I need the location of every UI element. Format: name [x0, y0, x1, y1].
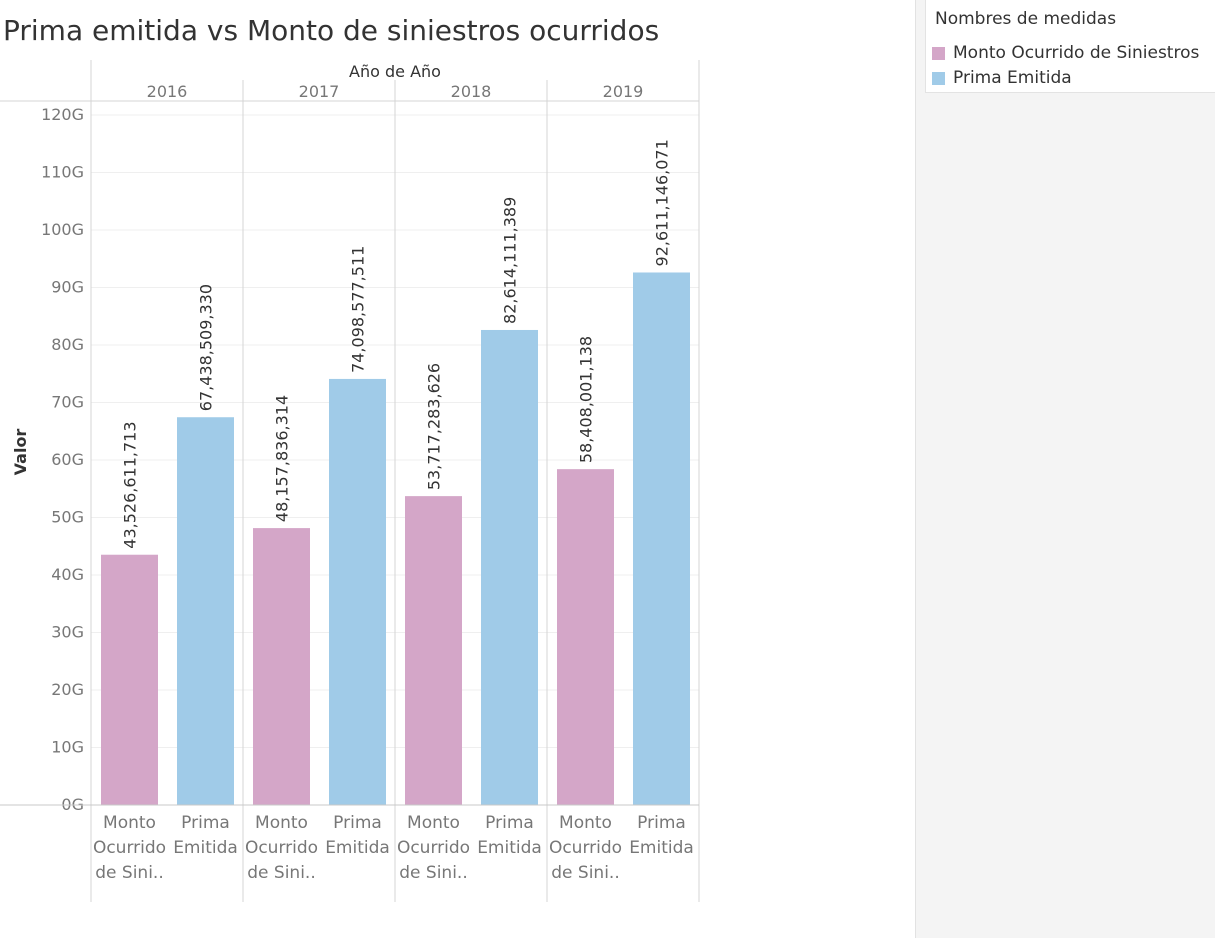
data-label: 58,408,001,138	[577, 336, 596, 463]
x-tick-label: Prima	[181, 813, 230, 833]
x-tick-label: Monto	[559, 813, 612, 833]
data-label: 74,098,577,511	[349, 246, 368, 373]
y-tick-label: 40G	[51, 565, 84, 584]
y-tick-label: 10G	[51, 738, 84, 757]
y-tick-label: 120G	[41, 105, 84, 124]
y-tick-label: 90G	[51, 278, 84, 297]
legend-item-prima-emitida[interactable]: Prima Emitida	[932, 67, 1072, 89]
x-tick-label: de Sini..	[247, 863, 315, 883]
data-label: 92,611,146,071	[653, 139, 672, 266]
data-label: 48,157,836,314	[273, 395, 292, 522]
x-tick-label: Emitida	[325, 838, 390, 858]
x-tick-label: de Sini..	[551, 863, 619, 883]
bar	[481, 329, 538, 805]
y-tick-label: 20G	[51, 680, 84, 699]
y-tick-label: 50G	[51, 508, 84, 527]
x-tick-label: Ocurrido	[245, 838, 318, 858]
y-axis-title: Valor	[11, 429, 30, 476]
year-header-label: 2017	[299, 82, 340, 101]
year-header-label: 2018	[451, 82, 492, 101]
bar	[253, 528, 310, 805]
x-tick-label: Ocurrido	[549, 838, 622, 858]
data-label: 67,438,509,330	[197, 284, 216, 411]
x-tick-label: Monto	[103, 813, 156, 833]
x-tick-label: Monto	[407, 813, 460, 833]
x-tick-label: Ocurrido	[397, 838, 470, 858]
x-tick-label: Ocurrido	[93, 838, 166, 858]
legend-label: Prima Emitida	[953, 68, 1072, 88]
y-tick-label: 80G	[51, 335, 84, 354]
y-tick-label: 70G	[51, 393, 84, 412]
x-tick-label: Emitida	[629, 838, 694, 858]
chart-title: Prima emitida vs Monto de siniestros ocu…	[3, 14, 660, 47]
legend[interactable]: Nombres de medidas Monto Ocurrido de Sin…	[925, 0, 1215, 93]
side-panel	[915, 0, 1215, 938]
bar	[101, 554, 158, 805]
x-tick-label: Emitida	[477, 838, 542, 858]
x-tick-label: Prima	[333, 813, 382, 833]
y-tick-label: 30G	[51, 623, 84, 642]
x-tick-label: de Sini..	[399, 863, 467, 883]
x-tick-label: Monto	[255, 813, 308, 833]
bar	[177, 417, 234, 805]
bar	[557, 469, 614, 805]
bar	[329, 378, 386, 805]
legend-title: Nombres de medidas	[935, 9, 1117, 29]
legend-label: Monto Ocurrido de Siniestros	[953, 43, 1200, 63]
x-tick-label: Prima	[637, 813, 686, 833]
y-tick-label: 100G	[41, 220, 84, 239]
data-label: 43,526,611,713	[121, 421, 140, 548]
year-header-label: 2019	[603, 82, 644, 101]
bar	[405, 496, 462, 805]
legend-swatch-icon	[932, 46, 945, 60]
x-tick-label: de Sini..	[95, 863, 163, 883]
data-label: 82,614,111,389	[501, 197, 520, 324]
y-tick-label: 110G	[41, 163, 84, 182]
legend-item-monto-ocurrido[interactable]: Monto Ocurrido de Siniestros	[932, 42, 1199, 64]
x-tick-label: Emitida	[173, 838, 238, 858]
bar	[633, 272, 690, 805]
column-header-label: Año de Año	[349, 62, 441, 81]
y-tick-label: 60G	[51, 450, 84, 469]
legend-swatch-icon	[932, 71, 945, 85]
data-label: 53,717,283,626	[425, 363, 444, 490]
x-tick-label: Prima	[485, 813, 534, 833]
year-header-label: 2016	[147, 82, 188, 101]
